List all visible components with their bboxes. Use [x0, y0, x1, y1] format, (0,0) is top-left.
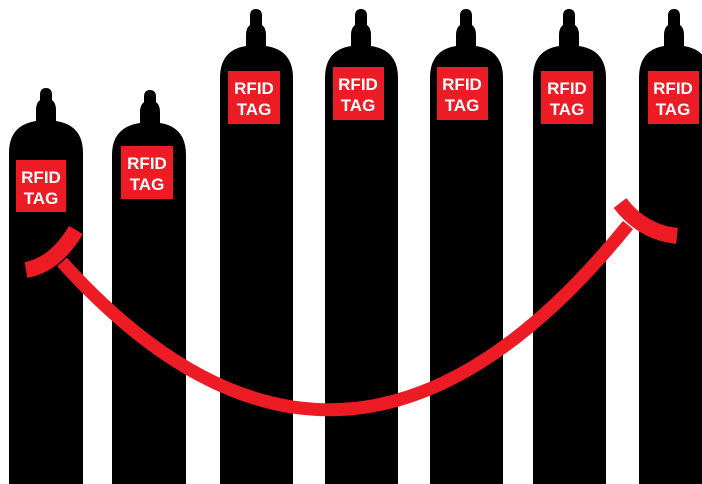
rfid-tag-7 — [648, 71, 699, 124]
rfid-tag-5 — [437, 67, 488, 120]
rfid-tag-2-line1: RFID — [127, 154, 167, 173]
rfid-tag-4 — [333, 67, 384, 120]
cylinder-5: RFID TAG — [430, 9, 503, 484]
rfid-tag-3-line2: TAG — [237, 100, 272, 119]
rfid-tag-2 — [121, 146, 173, 199]
rfid-tag-1-line1: RFID — [21, 168, 61, 187]
rfid-tag-7-line1: RFID — [653, 79, 693, 98]
rfid-tag-5-line2: TAG — [445, 96, 480, 115]
rfid-tag-1 — [16, 160, 66, 212]
cylinder-3: RFID TAG — [220, 9, 293, 484]
rfid-tag-6-line2: TAG — [550, 100, 585, 119]
rfid-tag-1-line2: TAG — [24, 189, 59, 208]
cylinder-1: RFID TAG — [9, 88, 83, 484]
rfid-tag-7-line2: TAG — [656, 100, 691, 119]
rfid-tag-4-line1: RFID — [338, 75, 378, 94]
rfid-tag-4-line2: TAG — [341, 96, 376, 115]
rfid-tag-6-line1: RFID — [547, 79, 587, 98]
curved-double-arrow-icon — [24, 197, 679, 417]
cylinder-6: RFID TAG — [533, 9, 606, 484]
rfid-tag-5-line1: RFID — [442, 75, 482, 94]
rfid-tag-3-line1: RFID — [234, 79, 274, 98]
rfid-tag-6 — [541, 71, 593, 124]
cylinder-2: RFID TAG — [112, 90, 186, 484]
cylinder-4: RFID TAG — [325, 9, 398, 484]
rfid-tag-3 — [228, 71, 280, 124]
cylinder-7: RFID TAG — [639, 9, 702, 484]
rfid-tag-2-line2: TAG — [130, 175, 165, 194]
